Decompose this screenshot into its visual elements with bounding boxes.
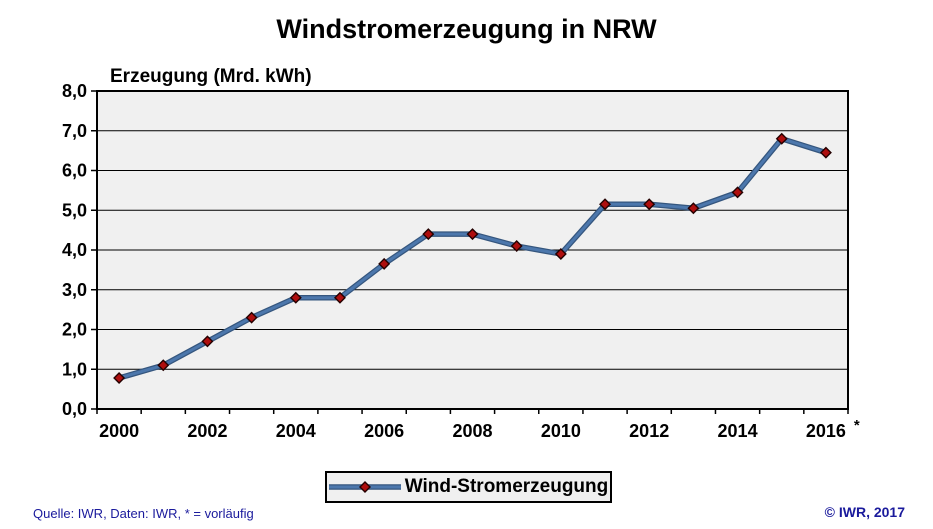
data-point [510,240,523,253]
data-point [599,198,612,211]
data-point [775,132,788,145]
data-point [422,228,435,241]
data-point [333,291,346,304]
x-axis-label: 2006 [364,421,404,441]
x-axis-label: 2016 [806,421,846,441]
y-axis-label: 0,0 [62,399,87,419]
data-point [687,202,700,215]
y-axis-label: 5,0 [62,200,87,220]
data-point [157,359,170,372]
x-axis-label: 2012 [629,421,669,441]
y-axis-label: 4,0 [62,240,87,260]
y-axis-label: 2,0 [62,320,87,340]
data-point [466,228,479,241]
copyright-note: © IWR, 2017 [824,504,905,520]
legend-line-marker-icon [328,481,401,493]
y-axis-label: 6,0 [62,161,87,181]
y-axis-title: Erzeugung (Mrd. kWh) [110,66,312,87]
y-axis-label: 7,0 [62,121,87,141]
data-point [378,257,391,270]
data-point [819,146,832,159]
x-axis-label: 2014 [718,421,758,441]
data-point [554,247,567,260]
chart-title: Windstromerzeugung in NRW [276,14,657,44]
x-axis-label: 2000 [99,421,139,441]
y-axis-label: 1,0 [62,359,87,379]
legend: Wind-Stromerzeugung [325,471,612,503]
data-point [201,335,214,348]
data-point [245,311,258,324]
data-point [643,198,656,211]
x-axis-label: 2004 [276,421,316,441]
source-note: Quelle: IWR, Daten: IWR, * = vorläufig [33,506,254,521]
legend-diamond-icon [358,481,371,493]
data-point [289,291,302,304]
y-axis-label: 8,0 [62,81,87,101]
data-point [113,372,126,384]
line-chart-plot: 0,0 1,0 2,0 3,0 4,0 5,0 6,0 7,0 8,0 2000 2002 2004 2… [62,81,860,441]
x-axis-label: 2010 [541,421,581,441]
x-axis-footnote-marker: * [854,417,860,434]
legend-label: Wind-Stromerzeugung [404,476,609,497]
x-axis-label: 2008 [452,421,492,441]
y-axis-label: 3,0 [62,280,87,300]
data-point [731,186,744,199]
x-axis-label: 2002 [187,421,227,441]
